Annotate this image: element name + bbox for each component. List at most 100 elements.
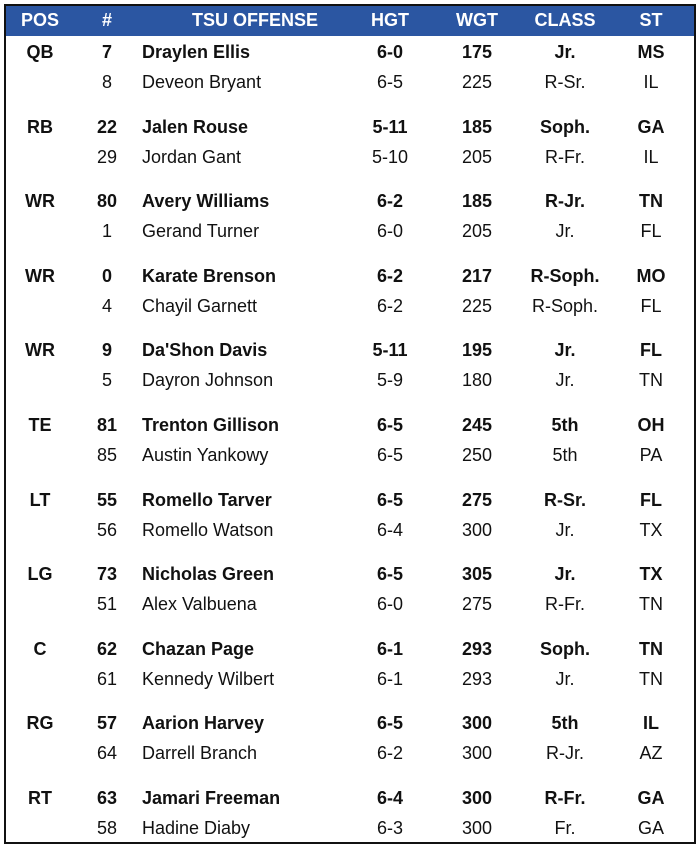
- height-cell: 6-5: [376, 713, 403, 734]
- class-cell: Jr.: [555, 519, 575, 540]
- number-cell: 7: [101, 42, 112, 62]
- class-cell: R-Fr.: [544, 788, 586, 808]
- class-cell: Fr.: [554, 818, 576, 838]
- weight-cell: 217: [461, 265, 493, 286]
- number-cell: 29: [96, 146, 118, 167]
- height-cell: 5-11: [372, 116, 408, 137]
- height-cell: 6-0: [376, 42, 403, 62]
- state-cell: GA: [637, 788, 665, 808]
- table-row-starter: LG 73 Nicholas Green 6-5 305 Jr. TX: [0, 559, 700, 589]
- state-cell: TN: [639, 638, 663, 659]
- name-cell: Jordan Gant: [142, 146, 242, 167]
- height-cell: 6-1: [376, 668, 403, 689]
- weight-cell: 300: [461, 743, 493, 764]
- height-cell: 6-0: [376, 594, 403, 615]
- height-cell: 5-9: [376, 370, 403, 391]
- weight-cell: 300: [461, 519, 493, 540]
- class-cell: 5th: [552, 445, 578, 465]
- weight-cell: 300: [461, 713, 493, 734]
- header-name: TSU OFFENSE: [191, 10, 318, 30]
- name-cell: Chayil Garnett: [142, 295, 258, 316]
- state-cell: FL: [640, 221, 662, 242]
- number-cell: 22: [96, 116, 118, 137]
- weight-cell: 293: [461, 638, 493, 659]
- class-cell: R-Jr.: [546, 743, 584, 764]
- weight-cell: 245: [461, 415, 493, 435]
- number-cell: 62: [96, 638, 118, 659]
- weight-cell: 300: [461, 788, 493, 808]
- table-row-backup: 51 Alex Valbuena 6-0 275 R-Fr. TN: [0, 589, 700, 619]
- table-row-backup: 29 Jordan Gant 5-10 205 R-Fr. IL: [0, 142, 700, 172]
- name-cell: Chazan Page: [142, 638, 255, 659]
- weight-cell: 225: [461, 72, 493, 92]
- state-cell: FL: [640, 340, 662, 361]
- name-cell: Darrell Branch: [142, 743, 258, 764]
- table-row-starter: TE 81 Trenton Gillison 6-5 245 5th OH: [0, 410, 700, 440]
- weight-cell: 175: [461, 42, 493, 62]
- class-cell: R-Fr.: [545, 146, 585, 167]
- name-cell: Kennedy Wilbert: [142, 668, 275, 689]
- table-row-starter: WR 80 Avery Williams 6-2 185 R-Jr. TN: [0, 186, 700, 216]
- name-cell: Avery Williams: [142, 191, 270, 212]
- class-cell: Jr.: [554, 340, 576, 361]
- weight-cell: 180: [461, 370, 493, 391]
- class-cell: R-Sr.: [543, 489, 586, 510]
- name-cell: Austin Yankowy: [142, 445, 269, 465]
- class-cell: R-Jr.: [544, 191, 586, 212]
- height-cell: 6-1: [376, 638, 403, 659]
- height-cell: 6-4: [376, 519, 403, 540]
- height-cell: 6-3: [376, 818, 403, 838]
- number-cell: 51: [96, 594, 118, 615]
- pos-cell: C: [33, 638, 47, 659]
- pos-cell: WR: [25, 340, 55, 361]
- state-cell: FL: [640, 489, 662, 510]
- class-cell: Jr.: [555, 221, 575, 242]
- weight-cell: 225: [461, 295, 493, 316]
- pos-cell: LG: [27, 564, 53, 585]
- number-cell: 1: [101, 221, 112, 242]
- name-cell: Gerand Turner: [142, 221, 260, 242]
- class-cell: 5th: [551, 713, 579, 734]
- number-cell: 0: [101, 265, 112, 286]
- table-row-starter: WR 9 Da'Shon Davis 5-11 195 Jr. FL: [0, 335, 700, 365]
- table-row-starter: WR 0 Karate Brenson 6-2 217 R-Soph. MO: [0, 261, 700, 291]
- number-cell: 80: [96, 191, 118, 212]
- weight-cell: 195: [461, 340, 493, 361]
- number-cell: 58: [96, 818, 118, 838]
- header-height: HGT: [371, 10, 409, 30]
- name-cell: Deveon Bryant: [142, 72, 262, 92]
- table-row-backup: 5 Dayron Johnson 5-9 180 Jr. TN: [0, 365, 700, 395]
- name-cell: Alex Valbuena: [142, 594, 257, 615]
- class-cell: Jr.: [555, 668, 575, 689]
- height-cell: 6-5: [376, 489, 403, 510]
- name-cell: Romello Tarver: [142, 489, 272, 510]
- table-row-starter: RB 22 Jalen Rouse 5-11 185 Soph. GA: [0, 112, 700, 142]
- number-cell: 56: [96, 519, 118, 540]
- number-cell: 61: [96, 668, 118, 689]
- state-cell: GA: [637, 116, 665, 137]
- class-cell: R-Sr.: [544, 72, 586, 92]
- table-header-bar: [6, 6, 694, 36]
- header-weight: WGT: [456, 10, 498, 30]
- table-row-backup: 1 Gerand Turner 6-0 205 Jr. FL: [0, 216, 700, 246]
- weight-cell: 275: [461, 489, 493, 510]
- height-cell: 6-2: [376, 743, 403, 764]
- height-cell: 6-4: [376, 788, 403, 808]
- name-cell: Hadine Diaby: [142, 818, 251, 838]
- height-cell: 5-11: [372, 340, 408, 361]
- state-cell: IL: [643, 72, 659, 92]
- state-cell: GA: [637, 818, 664, 838]
- weight-cell: 300: [461, 818, 493, 838]
- table-row-starter: C 62 Chazan Page 6-1 293 Soph. TN: [0, 634, 700, 664]
- height-cell: 6-2: [376, 191, 403, 212]
- header-state: ST: [639, 10, 663, 30]
- name-cell: Da'Shon Davis: [142, 340, 268, 361]
- number-cell: 73: [96, 564, 118, 585]
- class-cell: R-Soph.: [531, 295, 599, 316]
- name-cell: Jalen Rouse: [142, 116, 249, 137]
- state-cell: OH: [637, 415, 665, 435]
- table-row-backup: 61 Kennedy Wilbert 6-1 293 Jr. TN: [0, 664, 700, 694]
- number-cell: 57: [96, 713, 118, 734]
- header-class: CLASS: [534, 10, 596, 30]
- number-cell: 9: [101, 340, 112, 361]
